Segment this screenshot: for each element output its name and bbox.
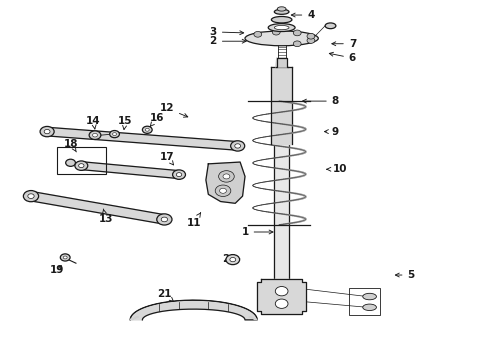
- Polygon shape: [130, 317, 139, 319]
- Polygon shape: [47, 127, 238, 150]
- Circle shape: [75, 161, 88, 170]
- Circle shape: [275, 299, 288, 309]
- Text: 21: 21: [157, 289, 173, 302]
- Circle shape: [63, 256, 67, 259]
- Ellipse shape: [271, 17, 292, 23]
- Polygon shape: [271, 67, 293, 144]
- Circle shape: [307, 33, 315, 39]
- Circle shape: [146, 129, 149, 131]
- Text: 5: 5: [395, 270, 415, 280]
- Text: 14: 14: [86, 116, 101, 129]
- Polygon shape: [274, 72, 290, 279]
- Circle shape: [157, 214, 172, 225]
- Text: 15: 15: [118, 116, 132, 130]
- Circle shape: [44, 130, 50, 134]
- Polygon shape: [249, 317, 257, 319]
- Circle shape: [294, 30, 301, 36]
- Text: 7: 7: [332, 39, 356, 49]
- Circle shape: [110, 131, 120, 138]
- Circle shape: [28, 194, 34, 198]
- Circle shape: [60, 254, 70, 261]
- Text: 3: 3: [210, 27, 244, 37]
- Circle shape: [78, 164, 84, 168]
- Circle shape: [40, 126, 54, 137]
- Circle shape: [24, 190, 39, 202]
- Ellipse shape: [363, 293, 376, 300]
- Circle shape: [172, 170, 186, 179]
- Circle shape: [219, 171, 234, 182]
- Circle shape: [66, 159, 75, 166]
- Text: 19: 19: [49, 265, 64, 275]
- Circle shape: [226, 255, 240, 265]
- Polygon shape: [257, 279, 306, 315]
- Circle shape: [113, 133, 117, 135]
- Text: 6: 6: [329, 52, 356, 63]
- Text: 20: 20: [222, 254, 240, 264]
- Circle shape: [235, 144, 241, 148]
- Circle shape: [307, 38, 315, 43]
- Circle shape: [215, 185, 231, 197]
- Text: 12: 12: [160, 103, 188, 117]
- Circle shape: [89, 131, 101, 139]
- Text: 8: 8: [302, 96, 339, 106]
- Circle shape: [93, 134, 98, 137]
- Circle shape: [275, 287, 288, 296]
- Ellipse shape: [277, 7, 286, 11]
- Polygon shape: [29, 192, 166, 224]
- Polygon shape: [276, 58, 288, 67]
- Text: 9: 9: [324, 127, 339, 136]
- Polygon shape: [130, 300, 257, 320]
- Circle shape: [176, 173, 182, 177]
- Text: 13: 13: [98, 209, 113, 224]
- Text: 10: 10: [327, 164, 347, 174]
- Circle shape: [161, 217, 168, 222]
- Ellipse shape: [268, 24, 295, 32]
- Ellipse shape: [245, 31, 318, 46]
- Text: 1: 1: [242, 227, 273, 237]
- Circle shape: [294, 41, 301, 47]
- Circle shape: [220, 188, 226, 193]
- Text: 4: 4: [291, 10, 315, 20]
- Text: 16: 16: [150, 113, 164, 126]
- Circle shape: [223, 174, 230, 179]
- Ellipse shape: [363, 304, 376, 311]
- Text: 2: 2: [210, 36, 246, 46]
- Text: 17: 17: [160, 152, 174, 165]
- Polygon shape: [206, 162, 245, 203]
- Circle shape: [230, 257, 236, 262]
- Circle shape: [143, 126, 152, 134]
- Circle shape: [254, 31, 262, 37]
- Circle shape: [231, 141, 245, 151]
- Ellipse shape: [274, 26, 289, 30]
- Polygon shape: [81, 162, 180, 179]
- Text: 18: 18: [64, 139, 79, 152]
- Text: 11: 11: [187, 213, 201, 228]
- Circle shape: [272, 29, 280, 35]
- Ellipse shape: [274, 9, 289, 14]
- Ellipse shape: [325, 23, 336, 29]
